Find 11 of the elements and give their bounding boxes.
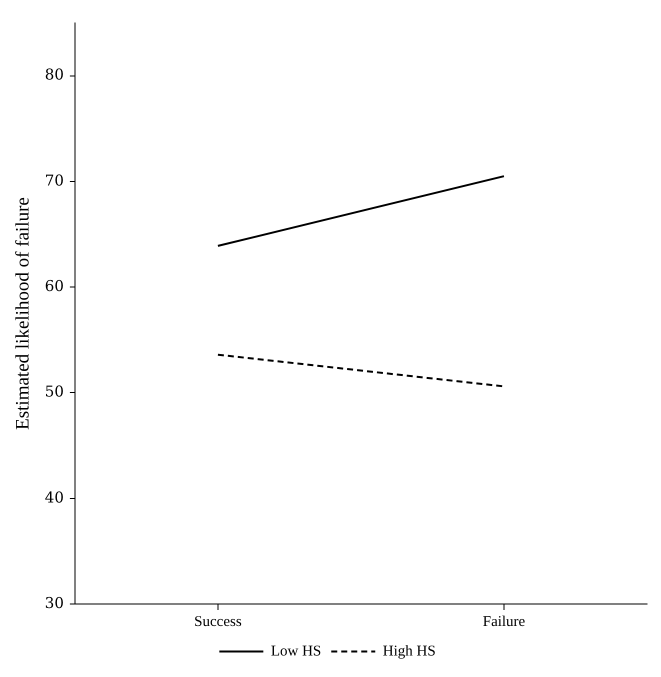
y-tick-label: 50 — [44, 382, 64, 401]
y-tick-label: 40 — [44, 488, 64, 506]
y-tick-label: 70 — [44, 171, 64, 190]
y-axis-title: Estimated likelihood of failure — [12, 197, 34, 430]
legend-label: High HS — [382, 643, 436, 660]
x-tick-label: Success — [194, 614, 242, 630]
y-tick-label: 60 — [44, 276, 64, 295]
y-tick-label: 30 — [44, 594, 64, 612]
legend-label: Low HS — [270, 643, 322, 660]
x-tick-label: Failure — [482, 614, 526, 630]
y-tick-label: 80 — [44, 66, 64, 84]
